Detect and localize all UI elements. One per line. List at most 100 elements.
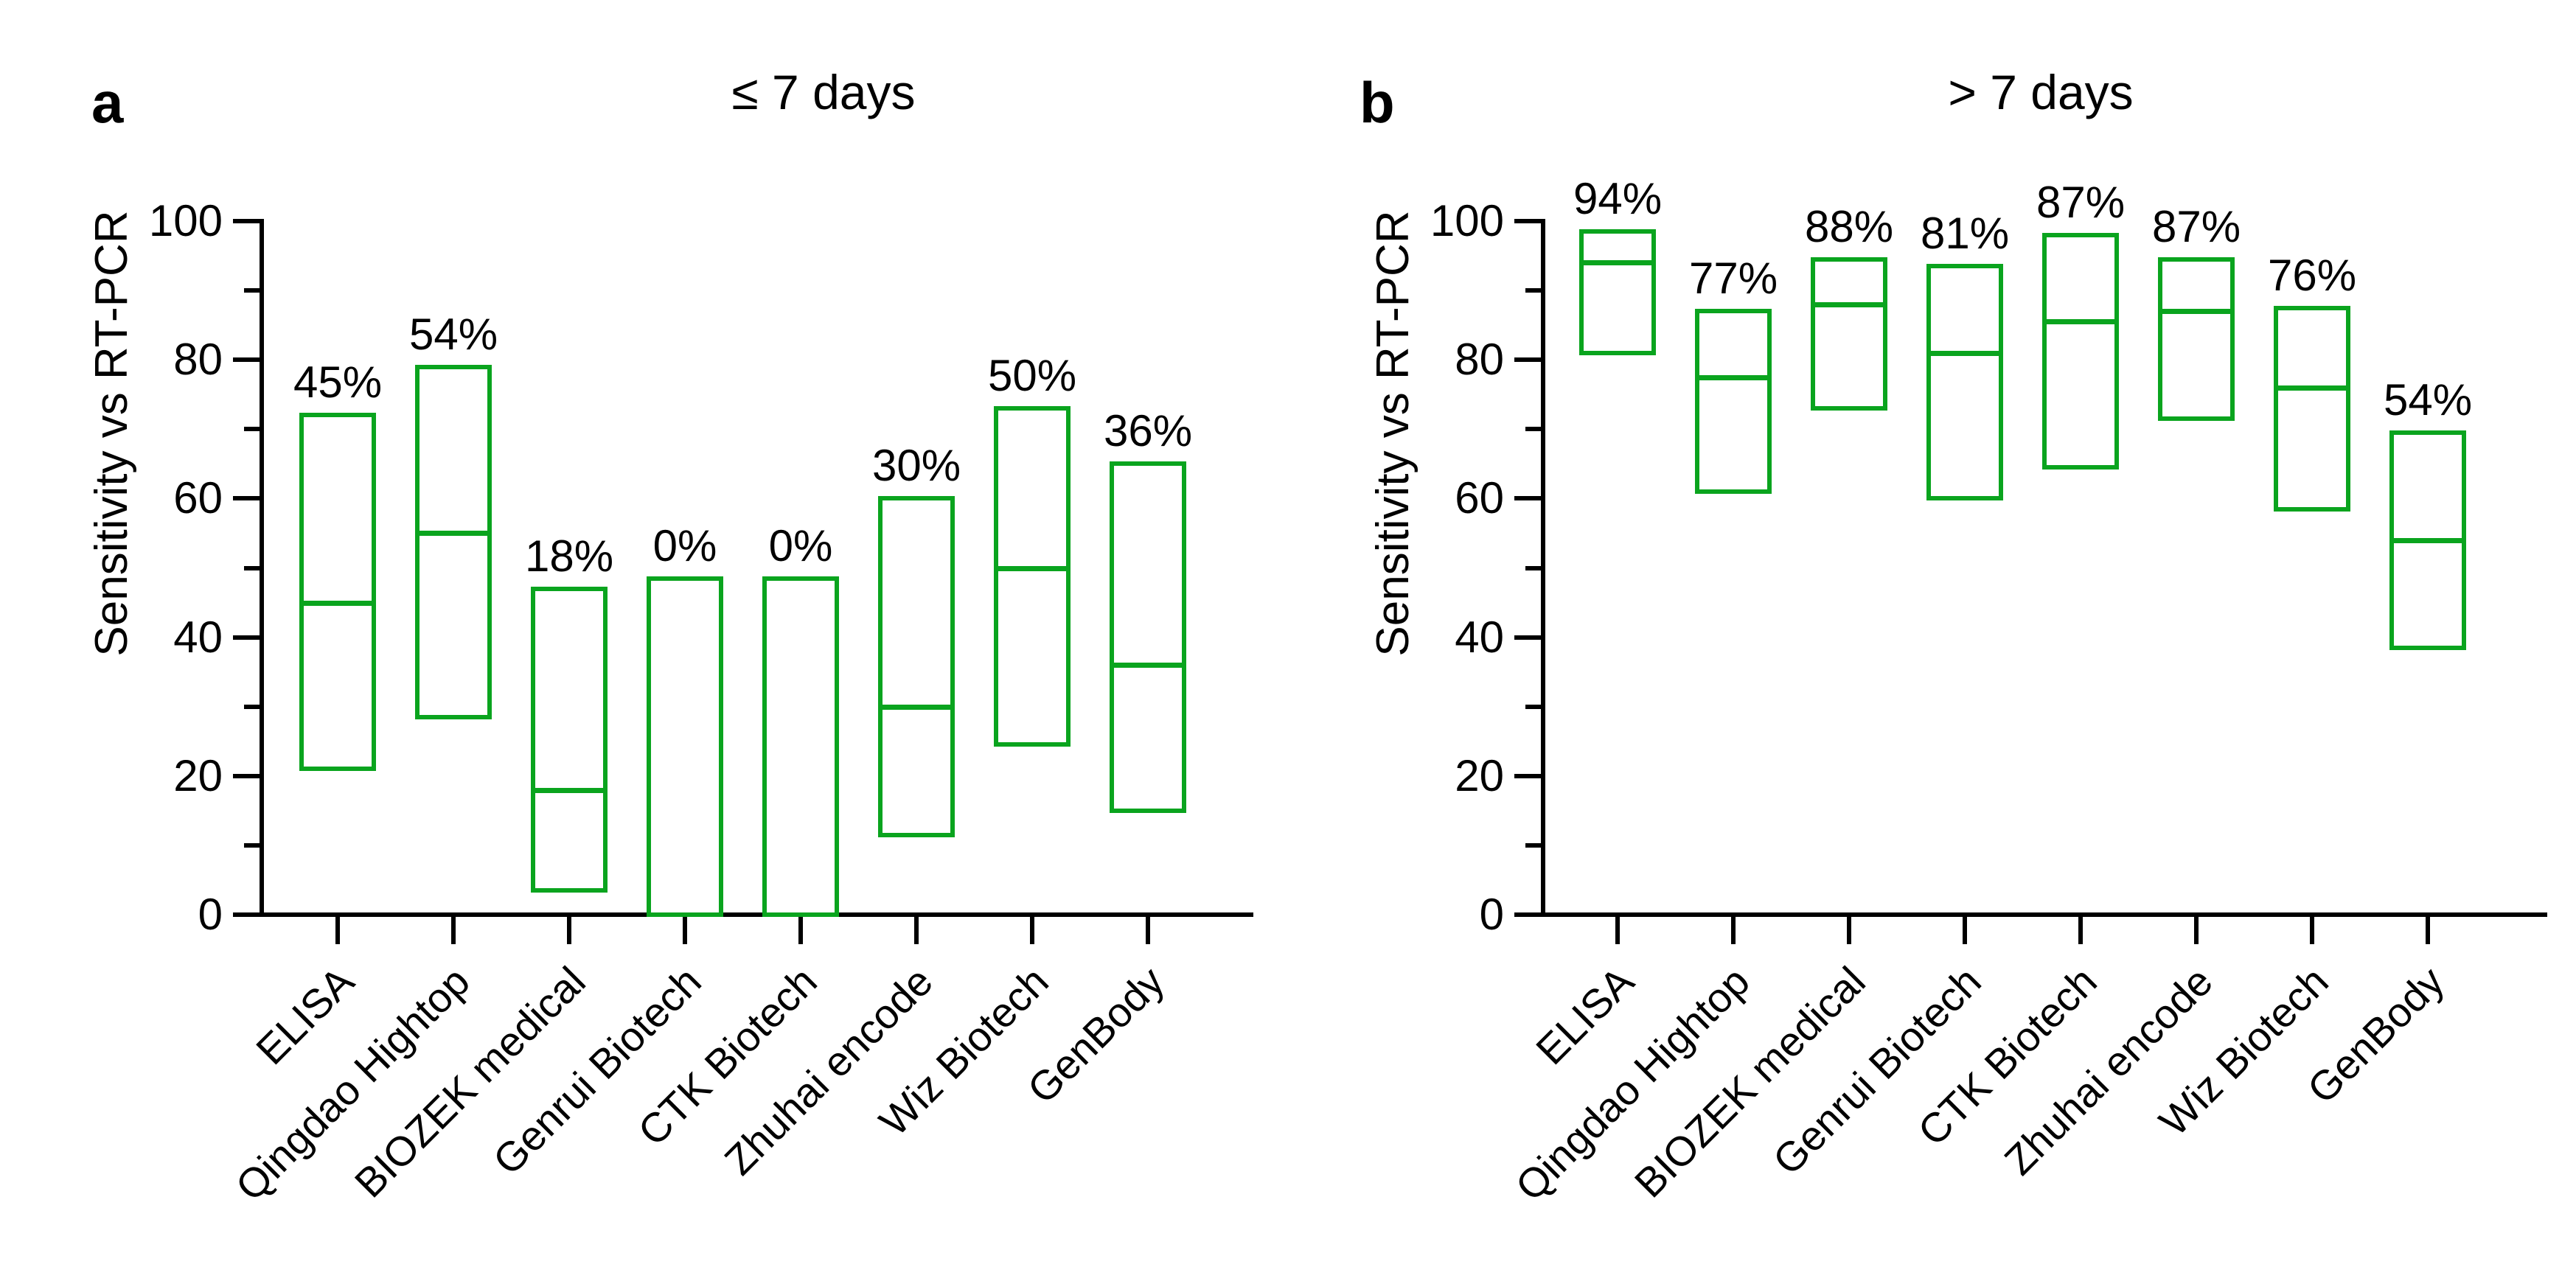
y-axis-minor-tick [1525,843,1541,848]
median-line [883,705,950,710]
category-label: Zhuhai encode [715,957,941,1184]
panel-b-letter: b [1360,70,1395,135]
bar-value-label: 50% [987,351,1077,400]
median-line [2394,538,2462,543]
median-line [1584,260,1651,265]
range-bar [415,365,492,719]
median-line [767,912,835,917]
y-axis-major-tick [1514,774,1541,778]
y-axis-major-tick [1514,912,1541,917]
range-bar [2158,257,2235,421]
range-bar [299,413,376,771]
median-line [535,788,603,793]
range-bar [1811,257,1887,411]
category-label: Genrui Biotech [1764,957,1990,1184]
median-line [304,601,372,606]
median-line [1114,663,1182,668]
category-label: Qingdao Hightop [226,957,478,1210]
bar-value-label: 81% [1920,209,2010,258]
y-axis-tick-label: 0 [1479,890,1504,939]
category-label: Zhuhai encode [1995,957,2221,1184]
category-label: Qingdao Hightop [1506,957,1758,1210]
panel-b-title: > 7 days [1948,65,2134,119]
panel-b-y-axis-label: Sensitivity vs RT-PCR [1368,210,1418,657]
range-bar [531,587,608,893]
x-axis-tick [1615,917,1620,944]
bar-value-label: 45% [293,357,383,407]
category-label: Wiz Biotech [2150,957,2337,1145]
x-axis-tick [683,917,687,944]
y-axis-minor-tick [244,288,260,293]
y-axis-minor-tick [244,843,260,848]
x-axis-tick [2310,917,2314,944]
panel-a-letter: a [91,70,124,135]
bar-value-label: 0% [768,521,833,570]
bar-value-label: 87% [2151,202,2241,251]
x-axis-tick [798,917,803,944]
y-axis-minor-tick [1525,427,1541,431]
y-axis-minor-tick [1525,705,1541,709]
bar-value-label: 54% [2383,375,2473,425]
y-axis-minor-tick [244,427,260,431]
y-axis-tick-label: 40 [173,612,223,662]
bar-value-label: 30% [871,441,961,490]
y-axis-major-tick [1514,357,1541,362]
category-label: CTK Biotech [629,957,826,1155]
y-axis-tick-label: 100 [148,196,223,245]
category-label: Wiz Biotech [870,957,1057,1145]
x-axis-tick [1963,917,1967,944]
y-axis-tick-label: 100 [1430,196,1504,245]
y-axis-major-tick [233,219,260,223]
x-axis-line [260,912,1253,917]
category-label: ELISA [1527,957,1643,1074]
x-axis-tick [1731,917,1736,944]
range-bar [2042,233,2119,470]
y-axis-tick-label: 0 [198,890,223,939]
panel-a-title: ≤ 7 days [731,65,916,119]
range-bar [2274,306,2350,512]
y-axis-tick-label: 60 [1455,473,1504,523]
y-axis-tick-label: 80 [173,335,223,384]
y-axis-minor-tick [1525,566,1541,570]
bar-value-label: 0% [652,521,717,570]
category-label: GenBody [2298,957,2453,1113]
range-bar [1110,461,1186,813]
range-bar [762,576,839,917]
y-axis-tick-label: 80 [1455,335,1504,384]
x-axis-tick [335,917,340,944]
x-axis-tick [451,917,456,944]
range-bar [878,496,955,837]
y-axis-minor-tick [244,705,260,709]
x-axis-line [1541,912,2547,917]
y-axis-major-tick [233,496,260,500]
range-bar [647,576,723,917]
range-bar [994,406,1071,747]
x-axis-tick [914,917,919,944]
median-line [420,531,487,536]
median-line [1699,375,1767,380]
x-axis-tick [2426,917,2430,944]
category-label: BIOZEK medical [1625,957,1874,1207]
bar-value-label: 76% [2267,251,2357,300]
panel-a-y-axis-label: Sensitivity vs RT-PCR [86,210,137,657]
x-axis-tick [1030,917,1034,944]
median-line [2278,385,2346,391]
x-axis-tick [1847,917,1851,944]
median-line [651,912,719,917]
y-axis-minor-tick [244,566,260,570]
category-label: Genrui Biotech [484,957,710,1184]
y-axis-line [1541,219,1545,917]
y-axis-major-tick [233,357,260,362]
median-line [2047,319,2114,324]
median-line [1931,351,1999,356]
x-axis-tick [567,917,571,944]
median-line [998,566,1066,571]
range-bar [1695,309,1772,494]
x-axis-tick [1146,917,1150,944]
category-label: BIOZEK medical [345,957,594,1207]
y-axis-major-tick [233,635,260,640]
y-axis-tick-label: 20 [1455,751,1504,800]
category-label: ELISA [247,957,363,1074]
